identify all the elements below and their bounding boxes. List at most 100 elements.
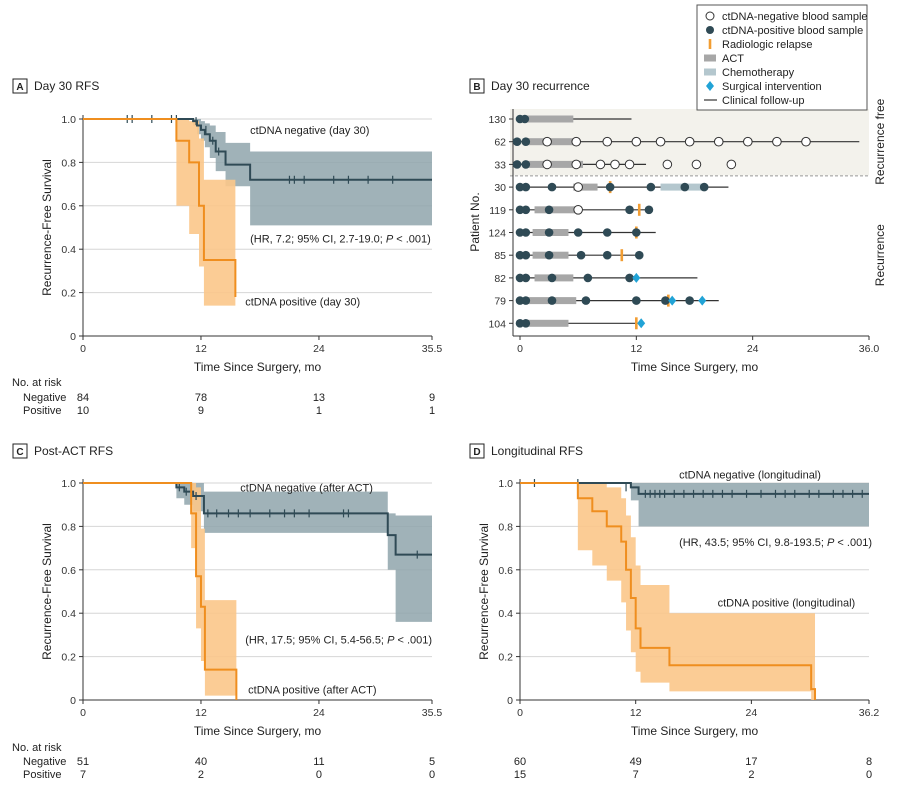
ctdna-positive-sample bbox=[544, 250, 554, 260]
relapse-mark bbox=[635, 317, 638, 330]
annotation: ctDNA positive (after ACT) bbox=[248, 684, 376, 696]
x-axis-label: Time Since Surgery, mo bbox=[194, 360, 322, 374]
group-label-free: Recurrence free bbox=[873, 98, 887, 184]
y-tick-label: 1.0 bbox=[61, 478, 76, 490]
panel-title: Day 30 RFS bbox=[34, 79, 99, 93]
annotation: (HR, 43.5; 95% CI, 9.8-193.5; P < .001) bbox=[679, 537, 872, 549]
patient-id: 79 bbox=[494, 296, 506, 308]
ctdna-negative-sample bbox=[573, 182, 583, 192]
legend-pos-icon bbox=[706, 26, 714, 34]
relapse-mark bbox=[620, 249, 624, 262]
annotation-tail: < .001) bbox=[393, 234, 431, 246]
ctdna-positive-sample bbox=[634, 250, 644, 260]
x-tick-label: 12 bbox=[195, 707, 207, 719]
surgery-diamond bbox=[668, 295, 677, 306]
ctdna-positive-sample bbox=[521, 296, 531, 305]
ctdna-positive-sample bbox=[632, 228, 641, 237]
y-tick-label: 1.0 bbox=[498, 478, 513, 490]
legend-act-icon bbox=[704, 54, 716, 62]
annotation: ctDNA negative (after ACT) bbox=[240, 483, 373, 495]
y-tick-label: 0.8 bbox=[61, 521, 76, 533]
risk-value: 49 bbox=[630, 756, 642, 768]
ctdna-positive-sample bbox=[685, 296, 694, 305]
risk-value: 1 bbox=[429, 405, 435, 417]
patient-id: 130 bbox=[488, 114, 506, 126]
patient-id: 124 bbox=[488, 228, 506, 240]
legend-box bbox=[696, 4, 868, 111]
ctdna-negative-sample bbox=[662, 159, 673, 170]
y-tick-label: 0.6 bbox=[61, 201, 76, 213]
patient-id: 33 bbox=[494, 159, 506, 171]
x-tick-label: 36.0 bbox=[859, 343, 880, 355]
x-tick-label: 24 bbox=[313, 343, 325, 355]
risk-row-name: Negative bbox=[23, 392, 66, 404]
ctdna-positive-sample bbox=[521, 250, 531, 260]
ci-band-pos bbox=[520, 483, 816, 700]
y-axis-label: Recurrence-Free Survival bbox=[477, 523, 491, 660]
ctdna-positive-sample bbox=[632, 296, 641, 305]
y-tick-label: 0 bbox=[70, 695, 76, 707]
risk-row-name: Negative bbox=[23, 756, 66, 768]
y-axis-label: Recurrence-Free Survival bbox=[40, 159, 54, 296]
risk-value: 10 bbox=[77, 405, 89, 417]
panel-letter: B bbox=[473, 82, 480, 93]
x-tick-label: 12 bbox=[630, 343, 642, 355]
x-tick-label: 12 bbox=[630, 707, 642, 719]
survival-curve-neg bbox=[520, 482, 869, 495]
patient-id: 104 bbox=[488, 318, 506, 330]
risk-value: 17 bbox=[745, 756, 757, 768]
ctdna-negative-sample bbox=[691, 159, 702, 170]
legend-label: ctDNA-positive blood sample bbox=[722, 25, 863, 37]
annotation-p: P bbox=[387, 635, 395, 647]
y-tick-label: 0.6 bbox=[61, 565, 76, 577]
y-tick-label: 0.8 bbox=[61, 157, 76, 169]
legend-label: Surgical intervention bbox=[722, 81, 822, 93]
ctdna-positive-sample bbox=[699, 182, 709, 192]
legend-chemo-icon bbox=[704, 68, 716, 76]
y-tick-label: 0.2 bbox=[61, 288, 76, 300]
surgery-diamond bbox=[698, 295, 707, 306]
x-axis-label: Time Since Surgery, mo bbox=[631, 724, 759, 738]
ctdna-positive-sample bbox=[646, 182, 656, 192]
ctdna-negative-sample bbox=[573, 205, 583, 215]
panel-letter-box-A bbox=[12, 78, 28, 94]
annotation-tail: < .001) bbox=[394, 635, 432, 647]
act-bar bbox=[527, 319, 569, 327]
relapse-mark bbox=[637, 203, 641, 216]
legend-relapse-icon bbox=[708, 39, 712, 49]
risk-value: 7 bbox=[80, 769, 86, 781]
x-tick-label: 0 bbox=[80, 707, 86, 719]
annotation-p: P bbox=[386, 234, 394, 246]
risk-value: 0 bbox=[429, 769, 435, 781]
ctdna-positive-sample bbox=[680, 182, 690, 192]
group-label-recurrence: Recurrence bbox=[873, 224, 887, 286]
panel-letter: D bbox=[473, 447, 480, 458]
ctdna-negative-sample bbox=[713, 136, 724, 147]
survival-curve-pos bbox=[83, 118, 237, 297]
y-axis-label: Recurrence-Free Survival bbox=[40, 523, 54, 660]
ctdna-positive-sample bbox=[547, 273, 557, 283]
x-tick-label: 36.2 bbox=[859, 707, 880, 719]
ctdna-negative-sample bbox=[655, 136, 666, 147]
ctdna-negative-sample bbox=[610, 159, 620, 170]
legend-label: ACT bbox=[722, 53, 744, 65]
patient-id: 30 bbox=[494, 182, 506, 194]
ctdna-positive-sample bbox=[521, 319, 531, 328]
ctdna-negative-sample bbox=[571, 136, 582, 147]
annotation-text: (HR, 7.2; 95% CI, 2.7-19.0; bbox=[250, 234, 386, 246]
patient-id: 82 bbox=[494, 273, 506, 285]
annotation-text: (HR, 17.5; 95% CI, 5.4-56.5; bbox=[245, 635, 387, 647]
risk-value: 0 bbox=[316, 769, 322, 781]
y-tick-label: 1.0 bbox=[61, 114, 76, 126]
ctdna-negative-sample bbox=[726, 159, 737, 170]
ctdna-negative-sample bbox=[772, 136, 782, 147]
annotation: ctDNA positive (longitudinal) bbox=[718, 598, 856, 610]
risk-row-name: Positive bbox=[23, 405, 62, 417]
ctdna-positive-sample bbox=[520, 114, 530, 124]
legend-neg-icon bbox=[705, 11, 715, 21]
annotation: ctDNA negative (longitudinal) bbox=[679, 470, 821, 482]
x-axis-label: Time Since Surgery, mo bbox=[194, 724, 322, 738]
risk-value: 9 bbox=[429, 392, 435, 404]
ctdna-positive-sample bbox=[602, 250, 612, 260]
ctdna-positive-sample bbox=[544, 205, 554, 215]
